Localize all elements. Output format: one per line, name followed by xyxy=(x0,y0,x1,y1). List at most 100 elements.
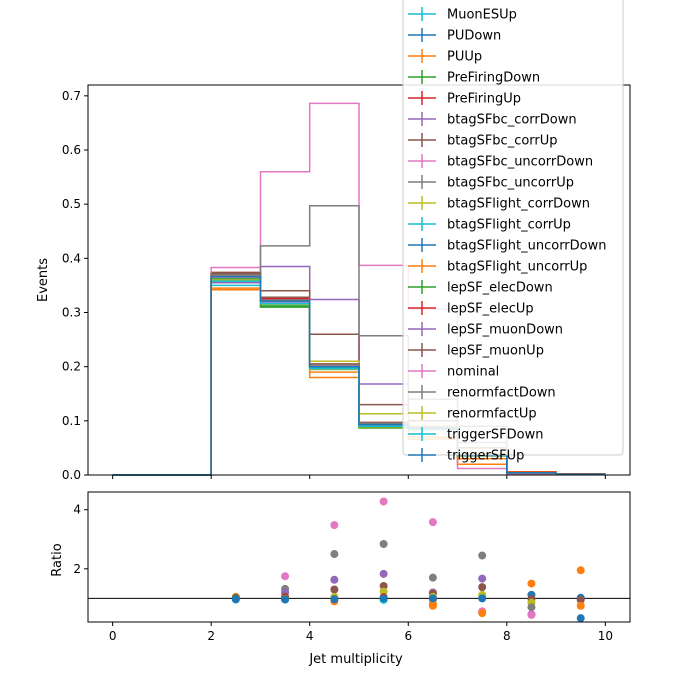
main-y-tick-label: 0.6 xyxy=(62,143,81,157)
ratio-point xyxy=(330,585,339,594)
ratio-point xyxy=(379,569,388,578)
legend-entry: btagSFbc_uncorrUp xyxy=(408,175,574,191)
ratio-point xyxy=(379,540,388,548)
legend-label: renormfactDown xyxy=(447,386,556,401)
legend-entry: triggerSFDown xyxy=(408,427,543,443)
ratio-point xyxy=(428,601,437,610)
ratio-x-tick-label: 10 xyxy=(598,629,613,643)
main-y-ticks: 0.0 0.1 0.2 0.3 0.4 0.5 0.6 0.7 xyxy=(62,89,88,482)
ratio-point xyxy=(576,601,585,610)
main-y-tick-label: 0.2 xyxy=(62,360,81,374)
legend-entry: MuonESUp xyxy=(408,7,517,23)
ratio-point xyxy=(330,575,339,584)
ratio-point xyxy=(527,610,536,619)
ratio-y-ticks: 24 xyxy=(73,503,88,576)
legend-entry: lepSF_elecDown xyxy=(408,280,553,296)
legend-entry: btagSFbc_corrUp xyxy=(408,133,558,149)
legend-entry: triggerSFUp xyxy=(408,448,524,464)
legend-label: btagSFlight_uncorrUp xyxy=(447,260,587,275)
ratio-x-tick-label: 4 xyxy=(306,629,314,643)
main-y-tick-label: 0.7 xyxy=(62,89,81,103)
legend-entry: PUUp xyxy=(408,49,482,65)
ratio-point xyxy=(379,587,388,596)
ratio-y-tick-label: 2 xyxy=(73,562,81,576)
ratio-frame xyxy=(87,491,631,623)
ratio-y-axis-label: Ratio xyxy=(50,543,65,576)
legend-label: renormfactUp xyxy=(447,407,537,422)
legend-entry: btagSFbc_corrDown xyxy=(408,112,577,128)
x-axis-label: Jet multiplicity xyxy=(308,652,403,667)
legend-label: lepSF_muonUp xyxy=(447,344,544,359)
legend-entry: renormfactDown xyxy=(408,385,556,401)
ratio-point xyxy=(478,574,487,583)
legend-entry: nominal xyxy=(408,364,499,380)
main-panel: 0.0 0.1 0.2 0.3 0.4 0.5 0.6 0.7 Events xyxy=(36,84,631,482)
main-y-tick-label: 0.4 xyxy=(62,251,81,265)
ratio-point xyxy=(478,594,487,603)
legend-box xyxy=(402,0,624,456)
main-y-tick-label: 0.1 xyxy=(62,414,81,428)
ratio-point xyxy=(478,551,487,560)
ratio-point xyxy=(576,595,585,604)
legend-entry: btagSFlight_uncorrDown xyxy=(408,238,607,254)
ratio-point xyxy=(428,518,437,527)
series-line-triggerSFUp xyxy=(112,276,606,476)
legend-label: btagSFbc_corrUp xyxy=(447,134,558,149)
ratio-point xyxy=(281,572,290,581)
legend-label: nominal xyxy=(447,365,499,380)
legend-entry: PreFiringDown xyxy=(408,70,540,86)
ratio-point xyxy=(576,566,585,575)
legend-label: PUUp xyxy=(447,50,482,65)
ratio-point xyxy=(527,579,536,588)
legend-label: btagSFlight_uncorrDown xyxy=(447,239,607,254)
ratio-point xyxy=(231,595,240,604)
ratio-x-ticks: 0 2 4 6 8 10 xyxy=(109,622,613,643)
ratio-point xyxy=(379,594,388,603)
legend-label: PUDown xyxy=(447,29,501,44)
legend-label: btagSFlight_corrDown xyxy=(447,197,590,212)
ratio-x-tick-label: 2 xyxy=(207,629,215,643)
legend-label: btagSFlight_corrUp xyxy=(447,218,571,233)
main-y-tick-label: 0.0 xyxy=(62,468,81,482)
main-x-ticks xyxy=(112,475,606,479)
ratio-point xyxy=(428,573,437,582)
legend-entry: PreFiringUp xyxy=(408,91,521,107)
legend-entry: lepSF_muonDown xyxy=(408,322,563,338)
legend-label: lepSF_muonDown xyxy=(447,323,563,338)
ratio-x-tick-label: 8 xyxy=(503,629,511,643)
legend: MuonESUp PUDown PUUp PreFiringDown PreFiring… xyxy=(402,0,624,464)
legend-entry: btagSFlight_uncorrUp xyxy=(408,259,587,275)
ratio-panel: 24 0 2 4 6 8 10 Ratio Jet multiplicity xyxy=(50,491,631,667)
ratio-points xyxy=(231,497,585,623)
ratio-point xyxy=(527,603,536,612)
ratio-point xyxy=(330,550,339,559)
legend-label: lepSF_elecUp xyxy=(447,302,534,317)
legend-entry: PUDown xyxy=(408,28,501,44)
ratio-y-tick-label: 4 xyxy=(73,503,81,517)
ratio-point xyxy=(478,583,487,592)
ratio-point xyxy=(281,595,290,604)
ratio-point xyxy=(330,521,339,530)
legend-entry: btagSFlight_corrUp xyxy=(408,217,571,233)
main-frame xyxy=(87,84,631,476)
legend-label: lepSF_elecDown xyxy=(447,281,553,296)
legend-label: MuonESUp xyxy=(447,8,517,23)
main-y-axis-label: Events xyxy=(36,258,51,302)
legend-label: btagSFbc_uncorrDown xyxy=(447,155,593,170)
ratio-point xyxy=(379,581,388,590)
main-y-tick-label: 0.3 xyxy=(62,306,81,320)
ratio-x-tick-label: 0 xyxy=(109,629,117,643)
legend-entry: renormfactUp xyxy=(408,406,537,422)
ratio-point xyxy=(576,614,585,623)
ratio-point xyxy=(428,594,437,603)
histogram-steps xyxy=(112,102,606,476)
ratio-point xyxy=(478,609,487,618)
legend-entry: lepSF_muonUp xyxy=(408,343,544,359)
ratio-point xyxy=(379,497,388,506)
legend-label: PreFiringUp xyxy=(447,92,521,107)
legend-label: triggerSFDown xyxy=(447,428,543,443)
legend-label: btagSFbc_corrDown xyxy=(447,113,577,128)
legend-label: btagSFbc_uncorrUp xyxy=(447,176,574,191)
ratio-x-tick-label: 6 xyxy=(404,629,412,643)
